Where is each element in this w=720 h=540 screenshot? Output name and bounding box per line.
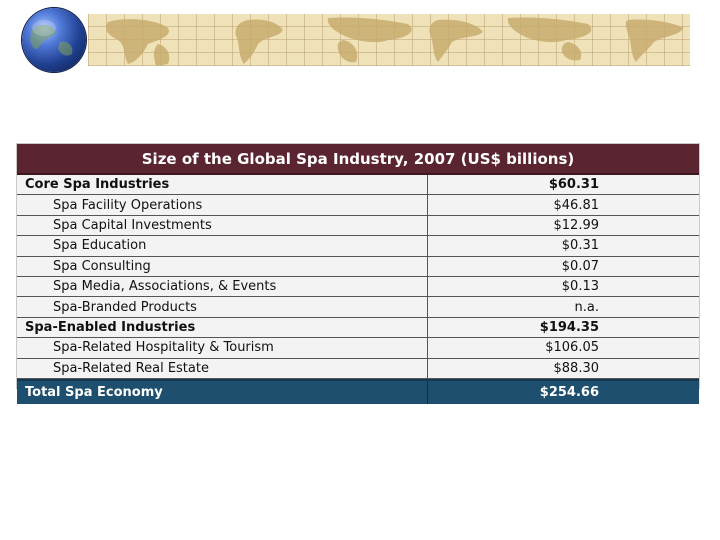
- world-map-icon: [105, 17, 684, 66]
- world-map-banner: [88, 14, 690, 66]
- row-label: Spa Education: [53, 238, 147, 254]
- row-label: Spa Media, Associations, & Events: [53, 279, 277, 295]
- total-value: $254.66: [427, 380, 699, 404]
- spa-industry-table: Size of the Global Spa Industry, 2007 (U…: [16, 143, 700, 404]
- row-label: Spa-Related Real Estate: [53, 360, 209, 376]
- row-label: Spa-Related Hospitality & Tourism: [53, 340, 274, 356]
- row-value: $194.35: [427, 317, 699, 338]
- table-row: Spa Facility Operations $46.81: [17, 195, 699, 216]
- table-row: Spa Consulting $0.07: [17, 256, 699, 277]
- row-value: $106.05: [427, 338, 699, 358]
- table-row: Spa-Related Hospitality & Tourism $106.0…: [17, 338, 699, 359]
- table-title: Size of the Global Spa Industry, 2007 (U…: [17, 144, 699, 175]
- table-row: Spa-Branded Products n.a.: [17, 297, 699, 318]
- row-value: $0.13: [427, 276, 699, 297]
- row-value: $60.31: [427, 175, 699, 195]
- row-label: Spa Capital Investments: [53, 217, 212, 233]
- row-label: Core Spa Industries: [25, 177, 170, 193]
- table-row: Spa Media, Associations, & Events $0.13: [17, 276, 699, 298]
- row-label: Spa-Branded Products: [53, 299, 197, 315]
- total-row: Total Spa Economy $254.66: [17, 378, 699, 404]
- table-row: Core Spa Industries $60.31: [17, 175, 699, 196]
- row-label: Spa-Enabled Industries: [25, 319, 196, 335]
- table-row: Spa-Related Real Estate $88.30: [17, 358, 699, 379]
- row-label: Spa Consulting: [53, 258, 151, 274]
- row-label: Spa Facility Operations: [53, 197, 203, 213]
- row-value: $0.07: [427, 256, 699, 276]
- row-value: $46.81: [427, 195, 699, 215]
- table-row: Spa Capital Investments $12.99: [17, 215, 699, 237]
- table-row: Spa-Enabled Industries $194.35: [17, 317, 699, 339]
- row-value: $12.99: [427, 215, 699, 236]
- row-value: $0.31: [427, 236, 699, 256]
- table-row: Spa Education $0.31: [17, 236, 699, 257]
- row-value: $88.30: [427, 358, 699, 378]
- row-value: n.a.: [427, 297, 699, 317]
- globe-icon: [22, 8, 86, 72]
- total-label: Total Spa Economy: [25, 384, 163, 400]
